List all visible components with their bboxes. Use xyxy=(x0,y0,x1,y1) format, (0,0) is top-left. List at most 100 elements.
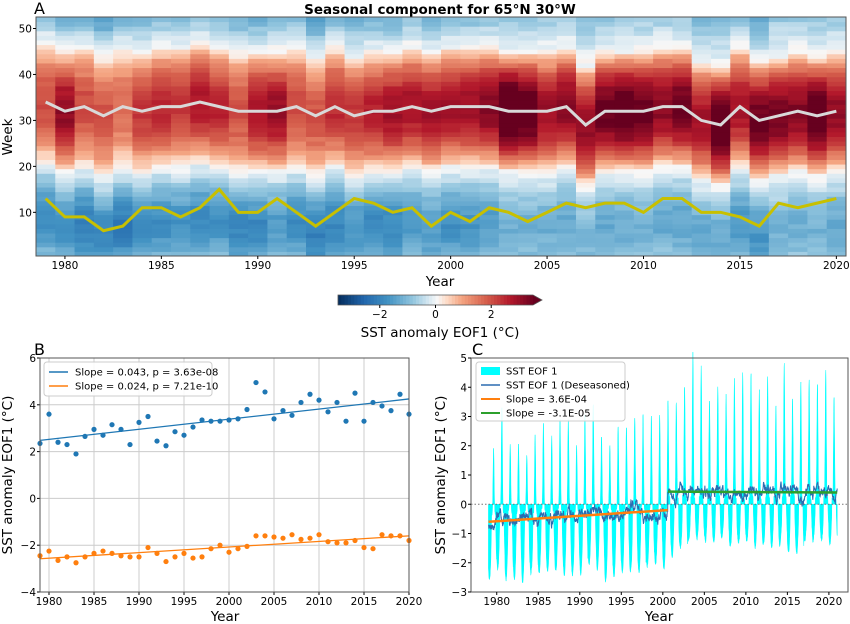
heatmap-cell xyxy=(228,35,249,41)
heatmap-cell xyxy=(325,35,346,41)
heatmap-cell xyxy=(749,95,770,101)
heatmap-cell xyxy=(807,154,828,160)
heatmap-cell xyxy=(576,81,596,87)
heatmap-cell xyxy=(228,150,249,156)
heatmap-cell xyxy=(402,223,423,229)
heatmap-cell xyxy=(749,127,770,133)
heatmap-cell xyxy=(132,177,153,183)
heatmap-cell xyxy=(730,44,751,50)
heatmap-cell xyxy=(441,17,461,23)
heatmap-cell xyxy=(711,159,731,165)
heatmap-cell xyxy=(55,95,76,101)
heatmap-cell xyxy=(518,62,538,69)
heatmap-cell xyxy=(267,237,288,243)
heatmap-cell xyxy=(537,150,558,156)
heatmap-cell xyxy=(383,62,403,69)
heatmap-cell xyxy=(344,187,365,193)
scatter-point xyxy=(262,533,268,539)
heatmap-cell xyxy=(595,205,616,211)
heatmap-cell xyxy=(325,39,346,46)
colorbar-segment xyxy=(412,295,417,305)
heatmap-cell xyxy=(93,81,114,87)
heatmap-cell xyxy=(190,173,211,179)
heatmap-cell xyxy=(730,17,751,23)
heatmap-cell xyxy=(306,26,326,32)
heatmap-cell xyxy=(267,81,288,87)
heatmap-cell xyxy=(788,150,808,156)
heatmap-cell xyxy=(248,242,268,248)
heatmap-cell xyxy=(498,81,519,87)
heatmap-cell xyxy=(807,21,828,27)
heatmap-cell xyxy=(171,108,191,115)
heatmap-cell xyxy=(441,237,461,243)
heatmap-cell xyxy=(768,104,789,110)
heatmap-cell xyxy=(633,17,654,23)
heatmap-cell xyxy=(421,233,442,239)
heatmap-cell xyxy=(826,39,847,46)
heatmap-cell xyxy=(151,210,172,216)
heatmap-cell xyxy=(209,108,230,115)
heatmap-cell xyxy=(286,95,307,101)
heatmap-cell xyxy=(595,228,616,234)
heatmap-cell xyxy=(383,154,403,160)
colorbar-segment xyxy=(513,295,518,305)
heatmap-cell xyxy=(672,214,693,220)
heatmap-cell xyxy=(730,150,751,156)
heatmap-cell xyxy=(479,187,500,193)
heatmap-cell xyxy=(788,99,808,105)
heatmap-cell xyxy=(730,168,751,174)
heatmap-cell xyxy=(479,233,500,239)
heatmap-cell xyxy=(441,228,461,234)
heatmap-cell xyxy=(132,150,153,156)
heatmap-cell xyxy=(248,173,268,179)
heatmap-cell xyxy=(711,62,731,69)
heatmap-cell xyxy=(228,219,249,225)
heatmap-cell xyxy=(518,141,538,147)
scatter-point xyxy=(136,554,142,560)
heatmap-cell xyxy=(653,214,673,220)
heatmap-cell xyxy=(132,85,153,92)
heatmap-cell xyxy=(306,141,326,147)
heatmap-cell xyxy=(672,85,693,92)
heatmap-cell xyxy=(36,35,56,41)
heatmap-cell xyxy=(749,67,770,73)
heatmap-cell xyxy=(749,99,770,105)
heatmap-cell xyxy=(363,30,384,36)
heatmap-cell xyxy=(711,30,731,36)
heatmap-cell xyxy=(749,237,770,243)
heatmap-cell xyxy=(325,168,346,174)
heatmap-cell xyxy=(113,205,133,211)
heatmap-cell xyxy=(749,113,770,119)
heatmap-cell xyxy=(653,39,673,46)
heatmap-cell xyxy=(595,251,616,257)
heatmap-cell xyxy=(595,191,616,197)
heatmap-cell xyxy=(55,118,76,124)
heatmap-cell xyxy=(286,251,307,257)
heatmap-cell xyxy=(460,233,481,239)
heatmap-cell xyxy=(74,81,95,87)
colorbar-segment xyxy=(383,295,388,305)
heatmap-cell xyxy=(576,104,596,110)
heatmap-cell xyxy=(576,173,596,179)
heatmap-cell xyxy=(576,177,596,183)
heatmap-cell xyxy=(556,44,577,50)
heatmap-cell xyxy=(306,164,326,170)
heatmap-cell xyxy=(363,182,384,188)
heatmap-cell xyxy=(421,191,442,197)
heatmap-cell xyxy=(614,251,635,257)
timeseries-y-tick-label: 2 xyxy=(460,441,467,453)
heatmap-cell xyxy=(537,35,558,41)
heatmap-cell xyxy=(826,95,847,101)
heatmap-cell xyxy=(614,141,635,147)
heatmap-cell xyxy=(807,242,828,248)
heatmap-cell xyxy=(248,246,268,252)
heatmap-cell xyxy=(614,214,635,220)
heatmap-cell xyxy=(421,205,442,211)
heatmap-cell xyxy=(132,173,153,179)
heatmap-cell xyxy=(74,223,95,229)
heatmap-cell xyxy=(576,53,596,59)
heatmap-cell xyxy=(691,145,712,151)
timeseries-y-label: SST anomaly EOF1 (°C) xyxy=(433,396,449,555)
heatmap-cell xyxy=(768,67,789,73)
heatmap-cell xyxy=(132,200,153,206)
